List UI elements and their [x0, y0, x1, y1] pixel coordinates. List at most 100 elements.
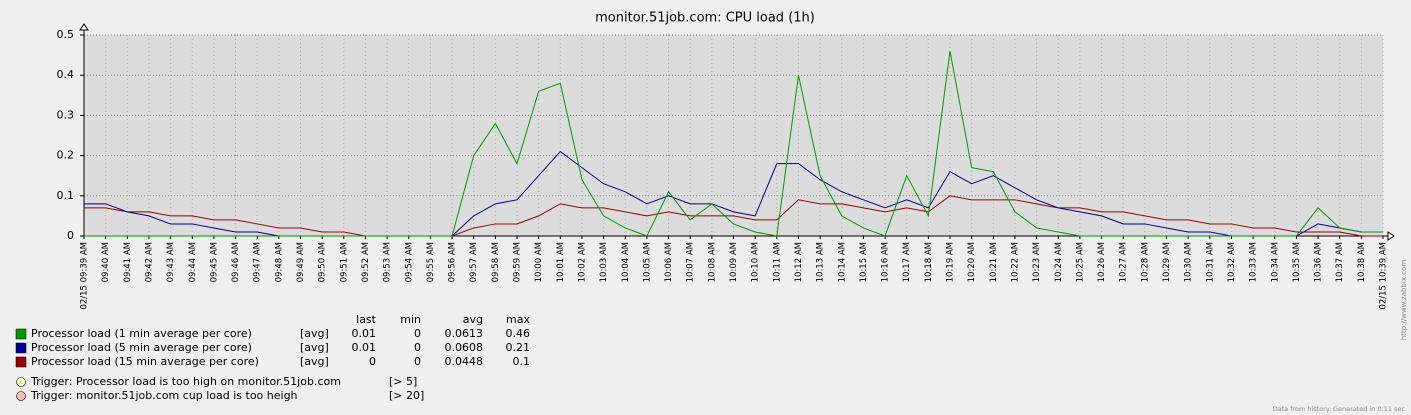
legend-swatch — [15, 328, 27, 340]
x-tick-label: 09:40 AM — [101, 242, 111, 282]
x-tick-label: 10:33 AM — [1249, 242, 1259, 282]
trigger-label: Trigger: monitor.51job.com cup load is t… — [30, 389, 298, 402]
x-tick-label: 02/15 09:39 AM — [80, 242, 90, 310]
x-tick-label: 10:00 AM — [534, 242, 544, 282]
legend-label: Processor load (1 min average per core) — [31, 327, 252, 340]
x-tick-label: 09:58 AM — [491, 242, 501, 282]
legend-label: Processor load (5 min average per core) — [31, 341, 252, 354]
x-tick-label: 09:53 AM — [383, 242, 393, 282]
x-tick-label: 09:54 AM — [404, 242, 414, 282]
x-tick-label: 10:01 AM — [556, 242, 566, 282]
x-tick-label: 10:20 AM — [967, 242, 977, 282]
stats-header: max — [506, 313, 530, 326]
x-tick-label: 09:56 AM — [448, 242, 458, 282]
footer: Data from history. Generated in 0.11 sec — [1273, 405, 1406, 413]
x-tick-label: 09:41 AM — [123, 242, 133, 282]
x-tick-label: 09:46 AM — [231, 242, 241, 282]
stats-header: avg — [463, 313, 483, 326]
legend-stat: 0.1 — [513, 355, 531, 368]
y-tick-label: 0.1 — [57, 189, 75, 202]
x-tick-label: 10:13 AM — [816, 242, 826, 282]
trigger-condition: [> 5] — [389, 375, 417, 388]
legend-stat: 0 — [414, 327, 421, 340]
x-tick-label: 10:30 AM — [1184, 242, 1194, 282]
legend-func: [avg] — [300, 327, 329, 340]
series-line — [84, 50, 1383, 237]
side-note: http://www.zabbix.com — [1400, 260, 1408, 340]
x-tick-label: 10:32 AM — [1227, 242, 1237, 282]
x-tick-label: 10:35 AM — [1292, 242, 1302, 282]
x-tick-label: 10:29 AM — [1162, 242, 1172, 282]
x-tick-label: 10:02 AM — [577, 242, 587, 282]
x-tick-label: 10:18 AM — [924, 242, 934, 282]
x-tick-label: 09:45 AM — [209, 242, 219, 282]
y-tick-label: 0.5 — [57, 28, 75, 41]
stats-header: min — [400, 313, 421, 326]
x-tick-label: 10:21 AM — [989, 242, 999, 282]
x-tick-label: 10:15 AM — [859, 242, 869, 282]
x-tick-label: 09:42 AM — [144, 242, 154, 282]
x-tick-label: 10:09 AM — [729, 242, 739, 282]
x-tick-label: 10:27 AM — [1119, 242, 1129, 282]
legend-stat: 0 — [369, 355, 376, 368]
legend-stat: 0.01 — [352, 341, 377, 354]
y-tick-label: 0 — [67, 229, 74, 242]
x-tick-label: 10:25 AM — [1075, 242, 1085, 282]
x-tick-label: 09:44 AM — [188, 242, 198, 282]
x-tick-label: 10:36 AM — [1314, 242, 1324, 282]
x-tick-label: 10:05 AM — [642, 242, 652, 282]
x-tick-label: 10:17 AM — [902, 242, 912, 282]
x-tick-label: 10:22 AM — [1010, 242, 1020, 282]
legend-label: Processor load (15 min average per core) — [31, 355, 259, 368]
legend-func: [avg] — [300, 355, 329, 368]
legend-stat: 0.01 — [352, 327, 377, 340]
legend-stat: 0.0448 — [445, 355, 484, 368]
legend-stat: 0 — [414, 341, 421, 354]
x-tick-label: 02/15 10:39 AM — [1379, 242, 1389, 310]
trigger-condition: [> 20] — [389, 389, 424, 402]
x-tick-label: 09:43 AM — [166, 242, 176, 282]
trigger-icon — [16, 391, 26, 401]
stats-header: last — [356, 313, 377, 326]
x-tick-label: 10:26 AM — [1097, 242, 1107, 282]
x-tick-label: 10:07 AM — [686, 242, 696, 282]
x-tick-label: 09:51 AM — [339, 242, 349, 282]
x-tick-label: 09:55 AM — [426, 242, 436, 282]
legend-stat: 0.0608 — [445, 341, 484, 354]
legend-swatch — [15, 356, 27, 368]
x-tick-label: 10:14 AM — [837, 242, 847, 282]
x-tick-label: 10:08 AM — [707, 242, 717, 282]
x-tick-label: 09:47 AM — [253, 242, 263, 282]
legend-func: [avg] — [300, 341, 329, 354]
x-tick-label: 10:23 AM — [1032, 242, 1042, 282]
x-arrow — [1387, 231, 1395, 241]
x-tick-label: 10:38 AM — [1357, 242, 1367, 282]
x-tick-label: 09:57 AM — [469, 242, 479, 282]
x-tick-label: 10:31 AM — [1205, 242, 1215, 282]
x-tick-label: 10:28 AM — [1140, 242, 1150, 282]
x-tick-label: 10:24 AM — [1054, 242, 1064, 282]
x-tick-label: 10:10 AM — [751, 242, 761, 282]
y-tick-label: 0.2 — [57, 149, 75, 162]
legend-swatch — [15, 342, 27, 354]
x-tick-label: 09:59 AM — [513, 242, 523, 282]
x-tick-label: 10:34 AM — [1270, 242, 1280, 282]
legend-stat: 0.21 — [506, 341, 531, 354]
x-tick-label: 10:37 AM — [1335, 242, 1345, 282]
series-line — [84, 195, 1383, 237]
y-arrow — [79, 23, 89, 31]
x-tick-label: 09:49 AM — [296, 242, 306, 282]
x-tick-label: 10:19 AM — [946, 242, 956, 282]
x-tick-label: 09:50 AM — [318, 242, 328, 282]
x-tick-label: 10:12 AM — [794, 242, 804, 282]
y-tick-label: 0.3 — [57, 108, 75, 121]
x-tick-label: 10:06 AM — [664, 242, 674, 282]
x-tick-label: 10:16 AM — [881, 242, 891, 282]
legend-stat: 0.46 — [506, 327, 531, 340]
legend-stat: 0.0613 — [445, 327, 484, 340]
trigger-icon — [16, 377, 26, 387]
legend-stat: 0 — [414, 355, 421, 368]
x-tick-label: 10:03 AM — [599, 242, 609, 282]
x-tick-label: 09:48 AM — [274, 242, 284, 282]
